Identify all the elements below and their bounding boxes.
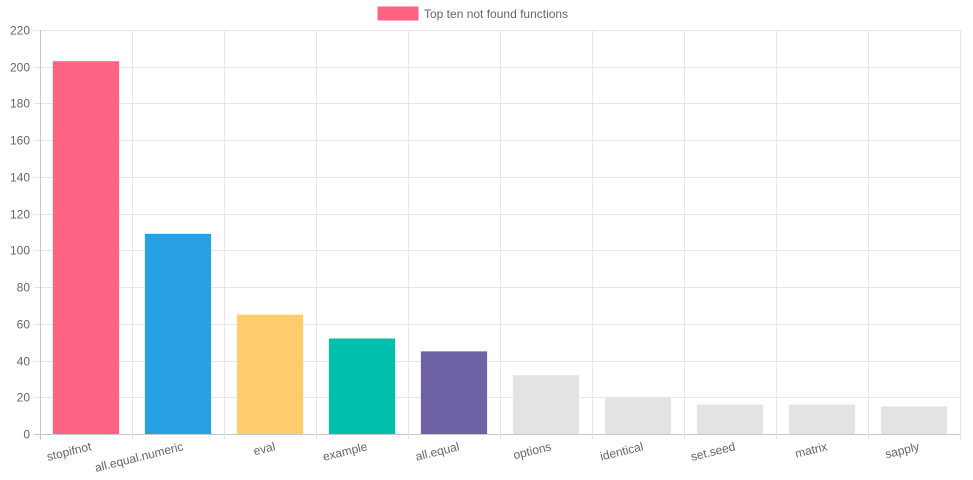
bar-matrix[interactable] <box>788 404 856 434</box>
x-tick-label: eval <box>252 439 277 458</box>
x-tick-label: set.seed <box>689 439 736 464</box>
y-tick-label: 160 <box>10 134 30 148</box>
bars <box>52 61 948 435</box>
bar-eval[interactable] <box>236 314 304 434</box>
bar-example[interactable] <box>328 338 396 434</box>
bar-all-equal-numeric[interactable] <box>144 233 212 434</box>
bar-set-seed[interactable] <box>696 404 764 434</box>
x-tick-label: all.equal.numeric <box>93 439 184 475</box>
bar-all-equal[interactable] <box>420 351 488 434</box>
y-tick-label: 180 <box>10 97 30 111</box>
x-tick-label: all.equal <box>414 439 461 463</box>
legend-label[interactable]: Top ten not found functions <box>424 7 568 21</box>
y-tick-label: 60 <box>17 318 31 332</box>
y-tick-label: 140 <box>10 171 30 185</box>
legend-swatch[interactable] <box>377 6 419 21</box>
x-tick-label: options <box>512 439 553 462</box>
y-tick-label: 220 <box>10 24 30 38</box>
y-tick-label: 120 <box>10 208 30 222</box>
y-tick-label: 0 <box>23 428 30 442</box>
y-tick-label: 80 <box>17 281 31 295</box>
y-tick-label: 200 <box>10 61 30 75</box>
y-tick-label: 20 <box>17 391 31 405</box>
y-tick-label: 40 <box>17 355 31 369</box>
x-tick-label: matrix <box>794 439 829 460</box>
legend[interactable]: Top ten not found functions <box>377 6 568 21</box>
x-tick-label: stopifnot <box>45 439 93 464</box>
bar-options[interactable] <box>512 375 580 434</box>
bar-identical[interactable] <box>604 397 672 434</box>
x-tick-label: sapply <box>884 439 921 461</box>
bar-sapply[interactable] <box>880 406 948 434</box>
x-tick-label: example <box>321 439 369 464</box>
x-tick-label: identical <box>599 439 645 463</box>
bar-stopifnot[interactable] <box>52 61 120 435</box>
y-tick-label: 100 <box>10 244 30 258</box>
